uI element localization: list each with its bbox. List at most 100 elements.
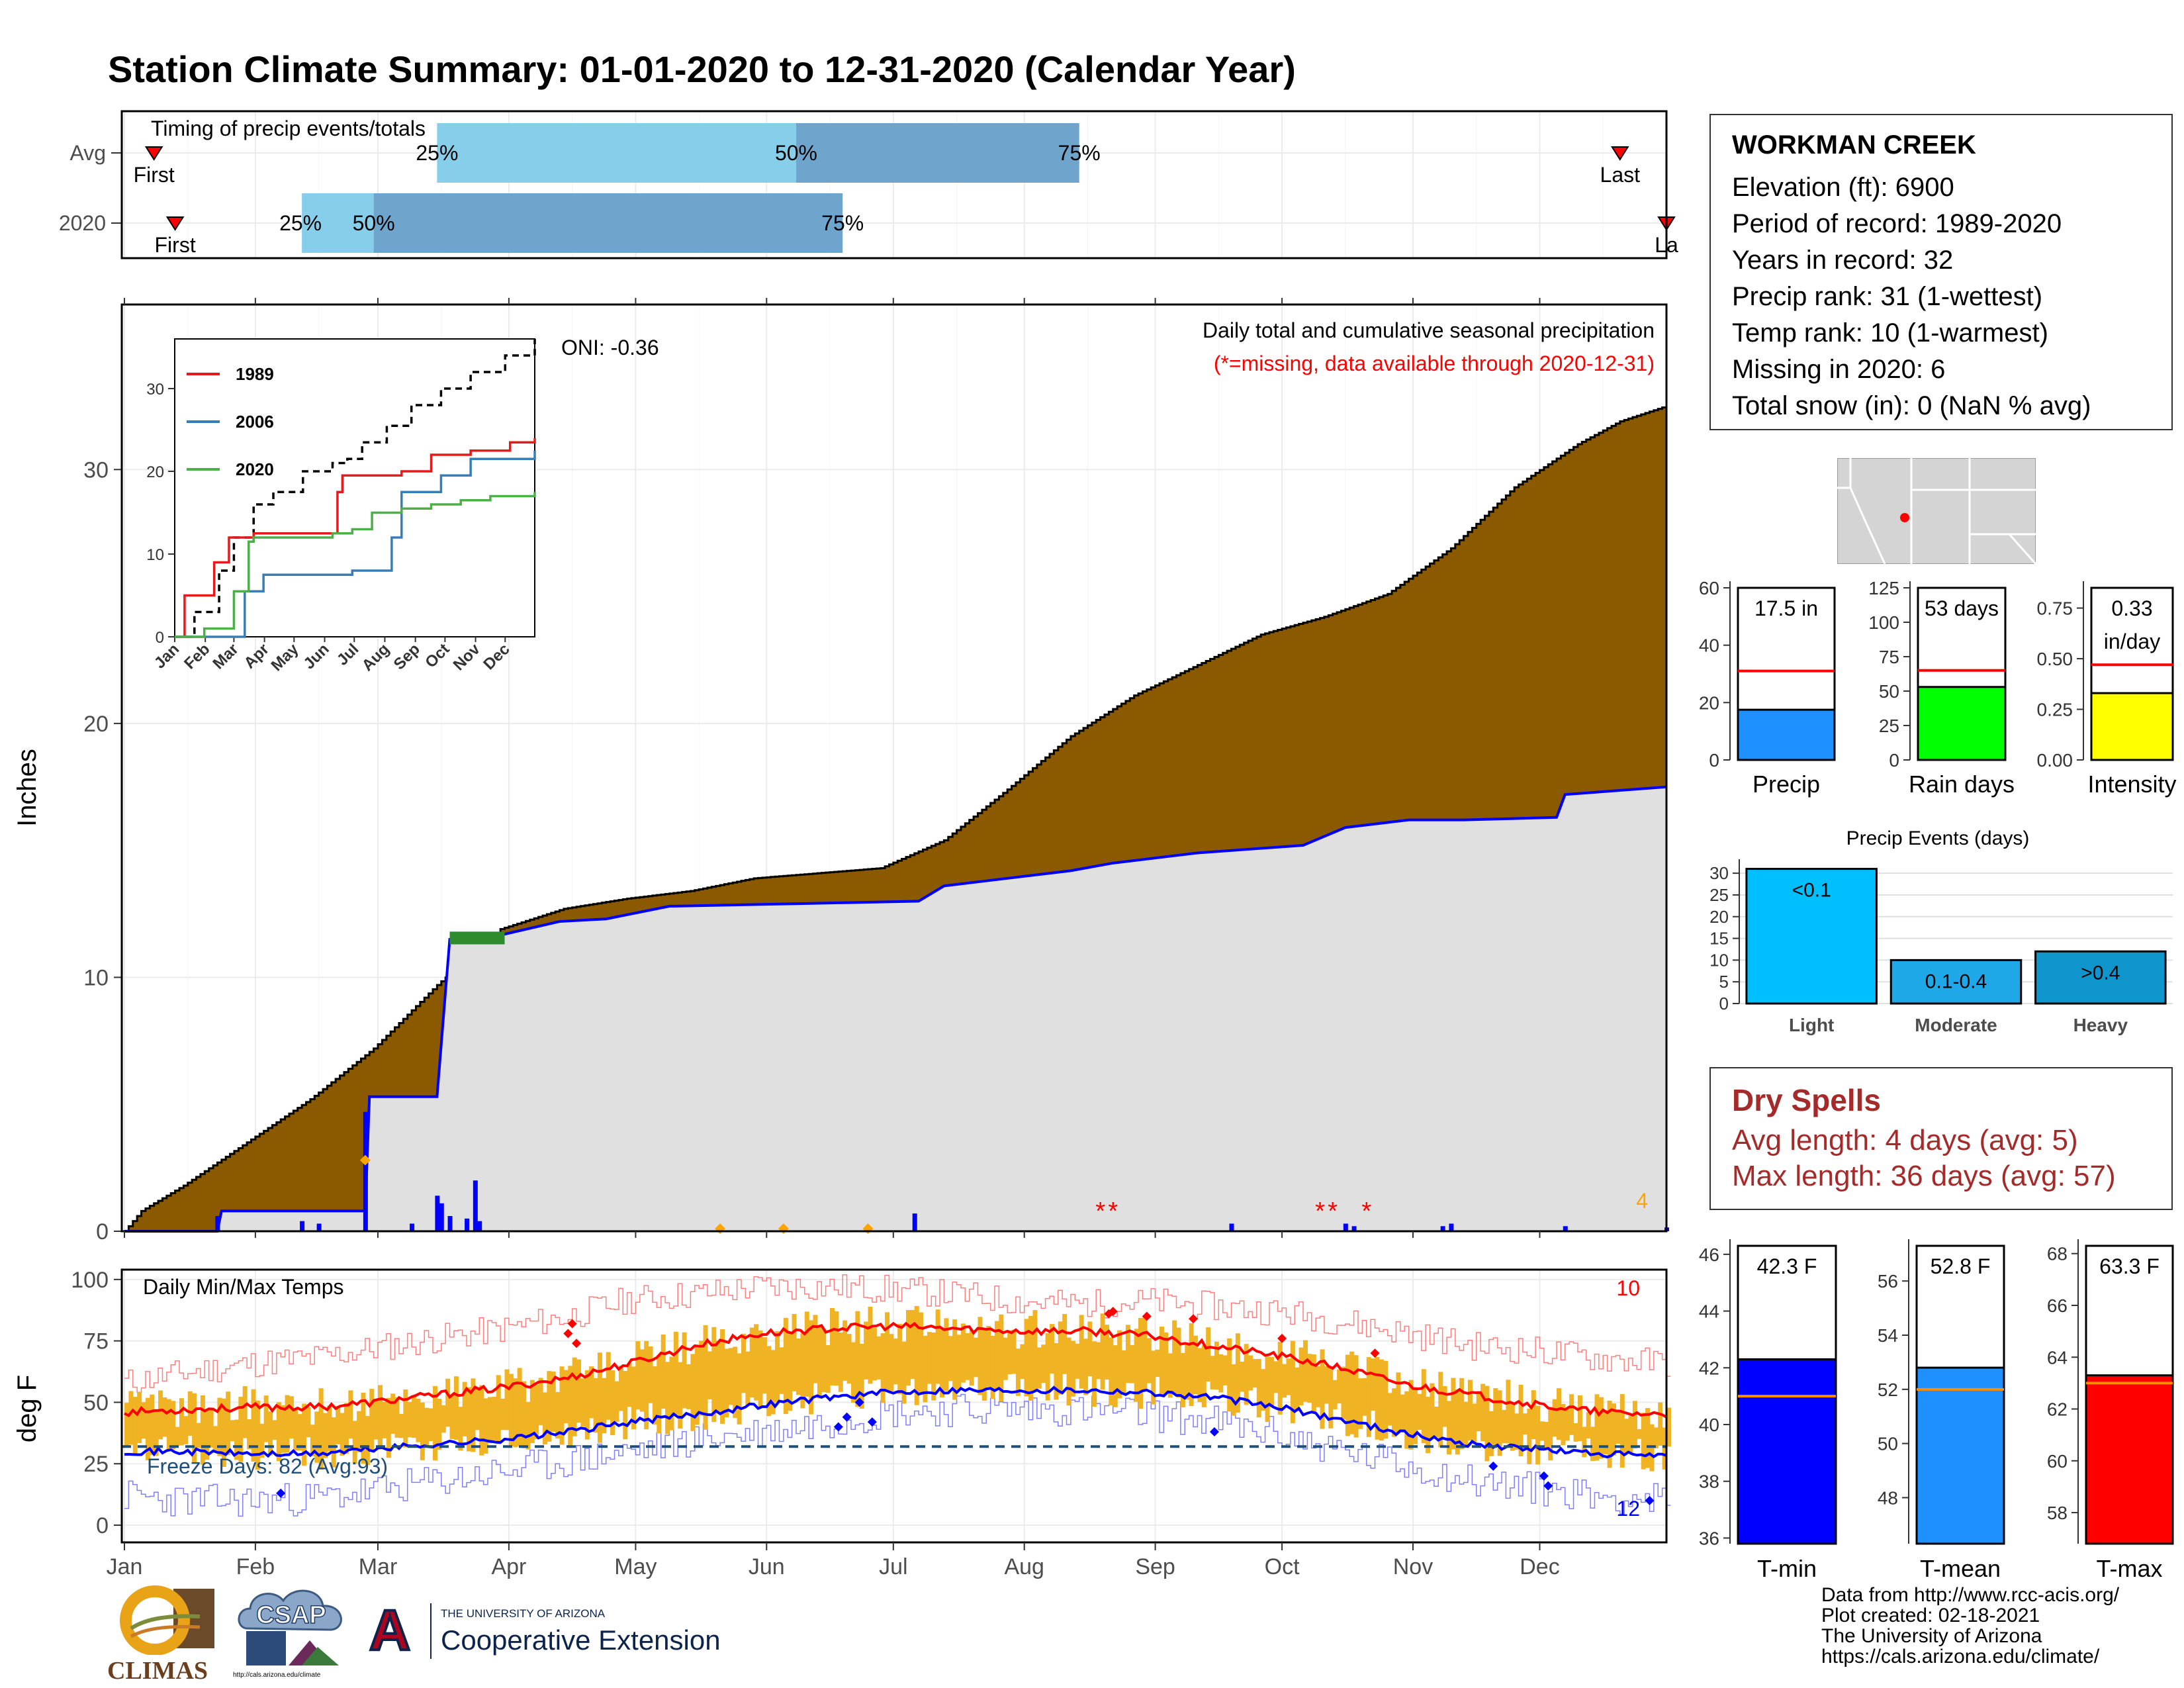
daily-temp-range-bar — [513, 1378, 518, 1448]
daily-temp-range-bar — [420, 1402, 425, 1460]
events-y-tick-label: 15 — [1709, 929, 1729, 949]
daily-temp-range-bar — [458, 1407, 463, 1451]
daily-temp-range-bar — [1142, 1316, 1148, 1391]
daily-temp-range-bar — [1590, 1427, 1596, 1462]
tmin-y-tick-label: 46 — [1699, 1244, 1719, 1265]
missing-day-marker: * — [1361, 1197, 1371, 1225]
daily-temp-range-bar — [1189, 1323, 1194, 1407]
daily-temp-range-bar — [500, 1398, 506, 1430]
daily-temp-range-bar — [1497, 1390, 1502, 1456]
daily-temp-range-bar — [471, 1378, 476, 1452]
csap-emblem: CSAP — [238, 1589, 342, 1665]
last-event-marker — [1610, 146, 1629, 161]
daily-temp-range-bar — [952, 1319, 958, 1400]
daily-precip-bar — [465, 1218, 470, 1231]
daily-temp-range-bar — [1087, 1321, 1093, 1377]
temp-y-tick-label: 50 — [83, 1390, 109, 1415]
daily-temp-range-bar — [272, 1420, 277, 1440]
rain-days-category-label: Rain days — [1909, 771, 2015, 798]
inset-y-tick-label: 0 — [156, 629, 164, 647]
daily-temp-range-bar — [707, 1351, 712, 1399]
daily-temp-range-bar — [1535, 1405, 1541, 1465]
daily-temp-range-bar — [872, 1327, 877, 1381]
daily-temp-range-bar — [1371, 1358, 1376, 1411]
daily-precip-bar — [1343, 1223, 1348, 1231]
missing-day-marker: * — [1095, 1197, 1105, 1225]
daily-temp-range-bar — [504, 1369, 510, 1430]
daily-temp-range-bar — [128, 1391, 134, 1445]
daily-temp-range-bar — [1032, 1310, 1038, 1392]
footer-website: https://cals.arizona.edu/climate/ — [1821, 1646, 2100, 1667]
temp-ylabel: deg F — [13, 1375, 42, 1442]
daily-temp-range-bar — [1320, 1349, 1325, 1429]
inset-y-tick-label: 10 — [146, 546, 164, 564]
daily-temp-range-bar — [627, 1363, 632, 1407]
daily-temp-range-bar — [221, 1398, 226, 1468]
precip-total-y-tick-label: 20 — [1699, 692, 1719, 713]
temperature-panel: 0 25 50 75 100 Jan Feb Mar Apr May Jun Jul Aug Sep Oct… — [71, 1268, 1671, 1579]
missing-note: (*=missing, data available through 2020-… — [1214, 352, 1655, 375]
temp-y-tick-label: 100 — [71, 1268, 109, 1293]
daily-temp-range-bar — [407, 1401, 412, 1438]
inset-background — [174, 338, 535, 637]
daily-temp-range-bar — [686, 1364, 691, 1409]
daily-temp-range-bar — [728, 1348, 733, 1405]
daily-temp-range-bar — [969, 1329, 974, 1386]
daily-temp-range-bar — [1531, 1390, 1536, 1439]
daily-temp-range-bar — [914, 1306, 919, 1405]
daily-temp-range-bar — [940, 1327, 945, 1398]
daily-temp-range-bar — [602, 1378, 607, 1434]
daily-temp-range-bar — [690, 1354, 696, 1431]
tmean-y-tick-label: 56 — [1878, 1271, 1898, 1291]
daily-temp-range-bar — [809, 1320, 814, 1415]
daily-temp-range-bar — [192, 1393, 197, 1464]
daily-temp-range-bar — [834, 1311, 839, 1386]
daily-temp-range-bar — [1476, 1391, 1481, 1432]
first-event-label: First — [155, 233, 196, 257]
daily-temp-range-bar — [1163, 1332, 1169, 1393]
station-missing: Missing in 2020: 6 — [1732, 355, 1946, 384]
events-y-tick-label: 10 — [1709, 950, 1729, 970]
rain-days-bar — [1917, 686, 2007, 761]
daily-temp-range-bar — [1433, 1407, 1439, 1438]
daily-temp-range-bar — [1256, 1358, 1261, 1418]
daily-temp-range-bar — [720, 1329, 725, 1424]
daily-temp-range-bar — [639, 1349, 645, 1412]
daily-temp-range-bar — [1488, 1411, 1494, 1456]
daily-temp-range-bar — [741, 1333, 746, 1393]
daily-temp-range-bar — [593, 1378, 598, 1433]
daily-temp-range-bar — [145, 1397, 150, 1460]
daily-temp-range-bar — [276, 1402, 281, 1462]
first-event-label: First — [134, 163, 175, 187]
daily-temp-range-bar — [1502, 1410, 1507, 1444]
daily-temp-range-bar — [1231, 1364, 1236, 1416]
daily-temp-range-bar — [1662, 1427, 1667, 1470]
daily-temp-range-bar — [1227, 1338, 1232, 1412]
timing-p25-label: 25% — [416, 141, 458, 165]
daily-temp-range-bar — [1586, 1412, 1591, 1439]
daily-temp-range-bar — [433, 1385, 437, 1461]
daily-temp-range-bar — [754, 1324, 759, 1401]
first-event-marker — [165, 216, 185, 231]
daily-temp-range-bar — [1167, 1353, 1173, 1398]
record-high-marker — [567, 1319, 577, 1329]
daily-temp-range-bar — [610, 1370, 615, 1436]
daily-temp-range-bar — [1362, 1378, 1367, 1416]
cumulative-excess-patch — [449, 931, 505, 945]
daily-temp-range-bar — [1311, 1354, 1316, 1413]
daily-temp-range-bar — [1024, 1319, 1029, 1397]
daily-temp-range-bar — [547, 1371, 552, 1442]
daily-temp-range-bar — [850, 1342, 856, 1403]
inset-legend-label: 2020 — [236, 459, 274, 479]
daily-temp-range-bar — [1349, 1351, 1355, 1434]
daily-temp-range-bar — [255, 1400, 260, 1470]
daily-temp-range-bar — [1510, 1403, 1515, 1451]
station-elevation: Elevation (ft): 6900 — [1732, 173, 1954, 202]
daily-temp-range-bar — [542, 1392, 547, 1445]
rain-days-y-tick-label: 25 — [1879, 716, 1899, 736]
record-high-marker — [1370, 1348, 1380, 1358]
daily-temp-range-bar — [1193, 1335, 1199, 1395]
daily-temp-range-bar — [175, 1427, 180, 1446]
month-axis-label: Jan — [107, 1554, 143, 1579]
